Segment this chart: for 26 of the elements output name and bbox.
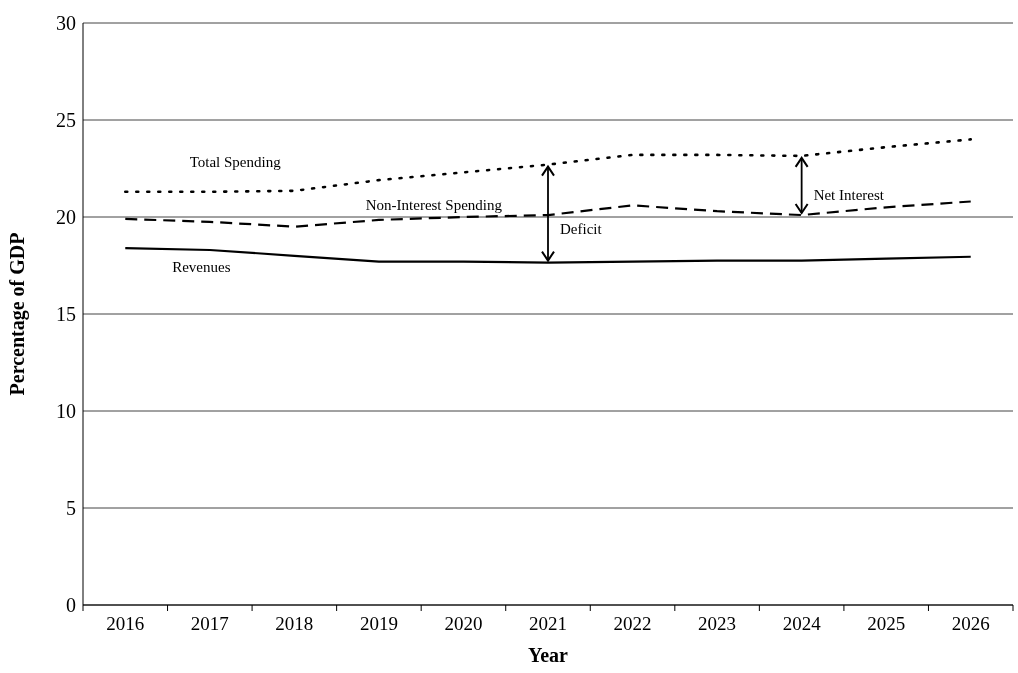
x-tick-label: 2021	[529, 613, 567, 634]
x-tick-label: 2023	[698, 613, 737, 634]
y-tick-label: 15	[56, 303, 76, 325]
x-tick-label: 2022	[613, 613, 652, 634]
x-tick-label: 2017	[190, 613, 229, 634]
x-axis-title: Year	[528, 644, 569, 666]
x-tick-label: 2025	[867, 613, 906, 634]
line-series	[124, 246, 972, 264]
series-label: Total Spending	[189, 154, 282, 171]
series-label: Non-Interest Spending	[365, 197, 503, 214]
x-tick-label: 2020	[444, 613, 483, 634]
y-tick-label: 30	[56, 12, 76, 34]
x-tick-label: 2016	[106, 613, 145, 634]
y-axis-title: Percentage of GDP	[6, 232, 29, 396]
y-tick-label: 0	[66, 594, 76, 616]
x-tick-label: 2024	[782, 613, 822, 634]
annotation: Deficit	[560, 220, 603, 237]
x-tick-label: 2019	[359, 613, 398, 634]
x-tick-label: 2018	[275, 613, 314, 634]
series-label: Revenues	[172, 258, 231, 275]
y-tick-label: 5	[66, 497, 76, 519]
y-tick-label: 25	[56, 109, 76, 131]
y-tick-label: 20	[56, 206, 76, 228]
x-tick-label: 2026	[951, 613, 990, 634]
annotation: Net Interest	[813, 186, 885, 203]
y-tick-label: 10	[56, 400, 76, 422]
